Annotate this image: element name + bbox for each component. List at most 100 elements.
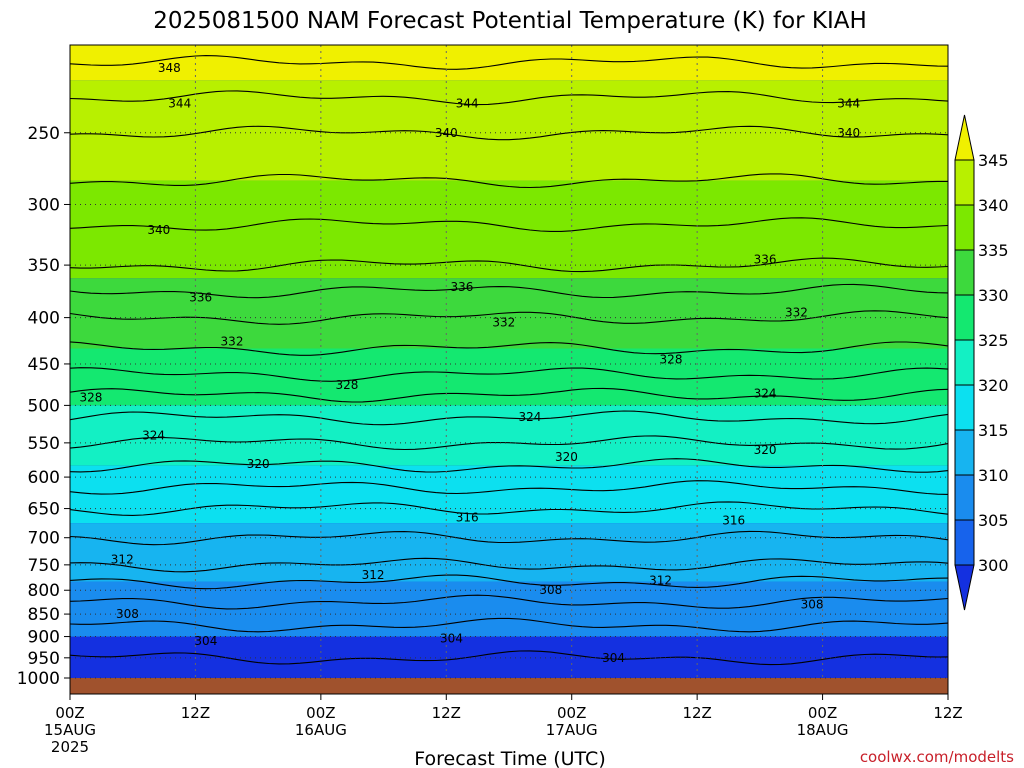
x-tick-label: 12Z: [432, 704, 461, 722]
theta-band: [70, 45, 948, 81]
y-tick-label: 900: [28, 628, 60, 648]
x-axis-label: Forecast Time (UTC): [414, 748, 605, 768]
plot-frame: [69, 44, 949, 695]
y-axis: 250 300 350 400 450 500 550 600 650 700 750 800 850 9…: [17, 124, 70, 689]
x-tick-label: 12Z: [933, 704, 962, 722]
colorbar-tick-label: 310: [978, 466, 1009, 485]
x-tick-label: 12Z: [181, 704, 210, 722]
isentrope-line: [69, 480, 949, 495]
y-tick-label: 600: [28, 468, 60, 488]
isentrope-line: [69, 283, 949, 299]
isentrope-line: [69, 173, 948, 189]
colorbar-segment: [954, 429, 975, 476]
theta-band: [70, 80, 948, 181]
isentrope-line: [69, 458, 949, 473]
chart-title: 2025081500 NAM Forecast Potential Temper…: [153, 8, 867, 34]
theta-band: [70, 465, 948, 524]
contour-label: 320: [754, 443, 777, 457]
x-tick-label: 00Z: [55, 704, 84, 722]
colorbar-segment: [954, 204, 975, 251]
y-tick-label: 300: [28, 195, 60, 215]
colorbar-tick-label: 340: [978, 196, 1009, 215]
contour-label: 340: [147, 223, 170, 237]
y-tick-label: 500: [28, 396, 60, 416]
colorbar-segment: [954, 159, 975, 206]
contour-label: 316: [456, 511, 479, 525]
theta-band: [70, 405, 948, 466]
isentrope-line: [69, 125, 949, 141]
y-tick-label: 250: [28, 124, 60, 144]
contour-label: 332: [221, 334, 244, 348]
contour-label: 336: [451, 280, 474, 294]
colorbar-low-arrow: [954, 564, 975, 611]
isentrope-line: [69, 410, 949, 426]
credit-link[interactable]: coolwx.com/modelts: [860, 748, 1014, 766]
colorbar-segment: [954, 339, 975, 386]
contour-label: 344: [456, 96, 479, 110]
y-tick-label: 400: [28, 309, 60, 329]
colorbar-tick-label: 315: [978, 421, 1009, 440]
contour-label: 344: [168, 96, 191, 110]
y-tick-label: 650: [28, 500, 60, 520]
contour-label: 316: [722, 513, 745, 527]
colorbar-segment: [954, 249, 975, 296]
contour-label: 344: [837, 96, 860, 110]
isentrope-line: [69, 557, 949, 573]
colorbar-segment: [954, 519, 975, 566]
contour-label: 328: [79, 390, 102, 404]
contour-label: 308: [116, 607, 139, 621]
theta-band: [70, 523, 948, 582]
ground-surface: [70, 678, 948, 694]
x-tick-label: 17AUG: [546, 721, 598, 739]
contour-label: 324: [754, 386, 777, 400]
isentrope-line: [69, 257, 949, 273]
isentrope-line: [69, 341, 949, 356]
isentrope-line: [69, 310, 949, 325]
x-tick-label: 00Z: [306, 704, 335, 722]
contour-label: 340: [435, 126, 458, 140]
contour-label: 320: [555, 450, 578, 464]
contour-label: 308: [801, 598, 824, 612]
y-tick-label: 750: [28, 556, 60, 576]
isentrope-line: [69, 55, 949, 70]
contour-label: 336: [754, 252, 777, 266]
contour-label: 348: [158, 61, 181, 75]
contour-label: 336: [189, 290, 212, 304]
contour-label: 304: [194, 634, 217, 648]
colorbar-tick-label: 330: [978, 286, 1009, 305]
x-tick-label: 2025: [51, 738, 89, 756]
colorbar-tick-label: 305: [978, 511, 1009, 530]
contour-label: 312: [362, 568, 385, 582]
colorbar-high-arrow: [954, 114, 975, 161]
colorbar: 300 305 310 315 320 325 330 335 340 345: [954, 114, 1009, 611]
isentrope-line: [69, 594, 949, 610]
contour-labels: 348 344 344 344 340 340 340 336 336 336 332 332 332 3…: [79, 61, 860, 665]
colorbar-tick-label: 325: [978, 331, 1009, 350]
isentrope-line: [69, 387, 949, 403]
y-tick-label: 1000: [17, 669, 60, 689]
isentrope-line: [69, 530, 949, 546]
isentrope-line: [69, 367, 949, 382]
x-tick-label: 15AUG: [44, 721, 96, 739]
colorbar-tick-label: 335: [978, 241, 1009, 260]
colorbar-segment: [954, 294, 975, 341]
colorbar-tick-label: 345: [978, 151, 1009, 170]
isentrope-line: [69, 617, 949, 633]
contour-label: 332: [492, 316, 515, 330]
colorbar-segment: [954, 384, 975, 431]
isentrope-lines: [69, 55, 949, 666]
contour-label: 320: [247, 457, 270, 471]
contour-label: 324: [518, 410, 541, 424]
y-tick-label: 950: [28, 649, 60, 669]
contour-label: 328: [336, 378, 359, 392]
theta-band: [70, 278, 948, 349]
contour-label: 304: [440, 632, 463, 646]
contour-label: 324: [142, 429, 165, 443]
x-tick-label: 00Z: [808, 704, 837, 722]
contour-label: 312: [111, 553, 134, 567]
contour-label: 304: [602, 651, 625, 665]
contour-label: 312: [649, 573, 672, 587]
x-tick-label: 00Z: [557, 704, 586, 722]
